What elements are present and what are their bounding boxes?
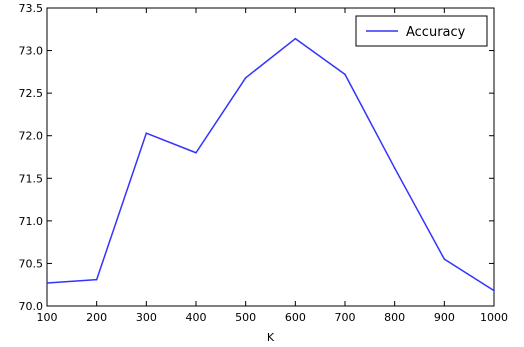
x-tick-label: 500 (235, 311, 256, 324)
data-point (244, 77, 247, 79)
x-tick-label: 600 (285, 311, 306, 324)
series-line-accuracy (46, 37, 495, 292)
data-point (294, 37, 297, 40)
ticks-layer: 100 200 300 400 500 600 700 800 900 1000 70.0 70.5 7… (19, 2, 509, 324)
x-tick-label: 700 (335, 311, 356, 324)
data-point (443, 258, 446, 260)
y-tick-label: 73.0 (19, 45, 44, 58)
data-point (344, 73, 346, 76)
plot-area (47, 8, 494, 306)
y-tick-label: 73.5 (19, 2, 44, 15)
y-tick-label: 72.5 (19, 87, 44, 100)
y-tick-label: 71.0 (19, 215, 44, 228)
x-tick-label: 300 (136, 311, 157, 324)
plot-frame (46, 7, 495, 307)
y-tick-label: 70.5 (19, 257, 44, 270)
data-point (493, 289, 495, 292)
data-point (393, 167, 396, 169)
data-point (46, 282, 48, 284)
data-point (95, 278, 98, 281)
x-axis-label: K (267, 331, 275, 344)
y-tick-label: 72.0 (19, 130, 44, 143)
legend: Accuracy (355, 15, 488, 47)
legend-label-accuracy: Accuracy (406, 25, 466, 40)
y-tick-label: 71.5 (19, 172, 44, 185)
x-tick-label: 200 (86, 311, 107, 324)
data-point (195, 151, 197, 154)
x-tick-label: 900 (434, 311, 455, 324)
data-point (145, 132, 148, 134)
x-tick-label: 100 (37, 311, 58, 324)
x-tick-label: 400 (186, 311, 207, 324)
x-tick-label: 800 (384, 311, 405, 324)
x-tick-label: 1000 (480, 311, 508, 324)
y-tick-label: 70.0 (19, 300, 44, 313)
